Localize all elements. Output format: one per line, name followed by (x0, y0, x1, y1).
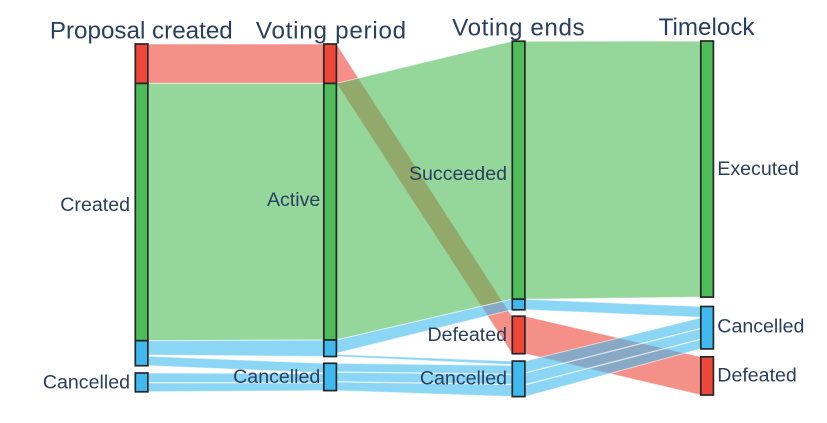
svg-text:Cancelled: Cancelled (420, 368, 507, 390)
svg-text:Cancelled: Cancelled (43, 372, 130, 394)
svg-text:Cancelled: Cancelled (233, 366, 320, 388)
svg-text:Proposal created: Proposal created (50, 18, 233, 45)
svg-text:Defeated: Defeated (427, 324, 507, 346)
svg-text:Timelock: Timelock (659, 14, 756, 41)
svg-text:Cancelled: Cancelled (717, 315, 804, 337)
svg-text:Succeeded: Succeeded (409, 163, 507, 185)
svg-text:Created: Created (60, 194, 130, 216)
svg-text:Voting period: Voting period (256, 18, 407, 45)
svg-text:Defeated: Defeated (717, 365, 797, 387)
svg-text:Executed: Executed (717, 158, 799, 180)
svg-text:Voting ends: Voting ends (452, 15, 585, 42)
svg-text:Active: Active (267, 189, 320, 211)
